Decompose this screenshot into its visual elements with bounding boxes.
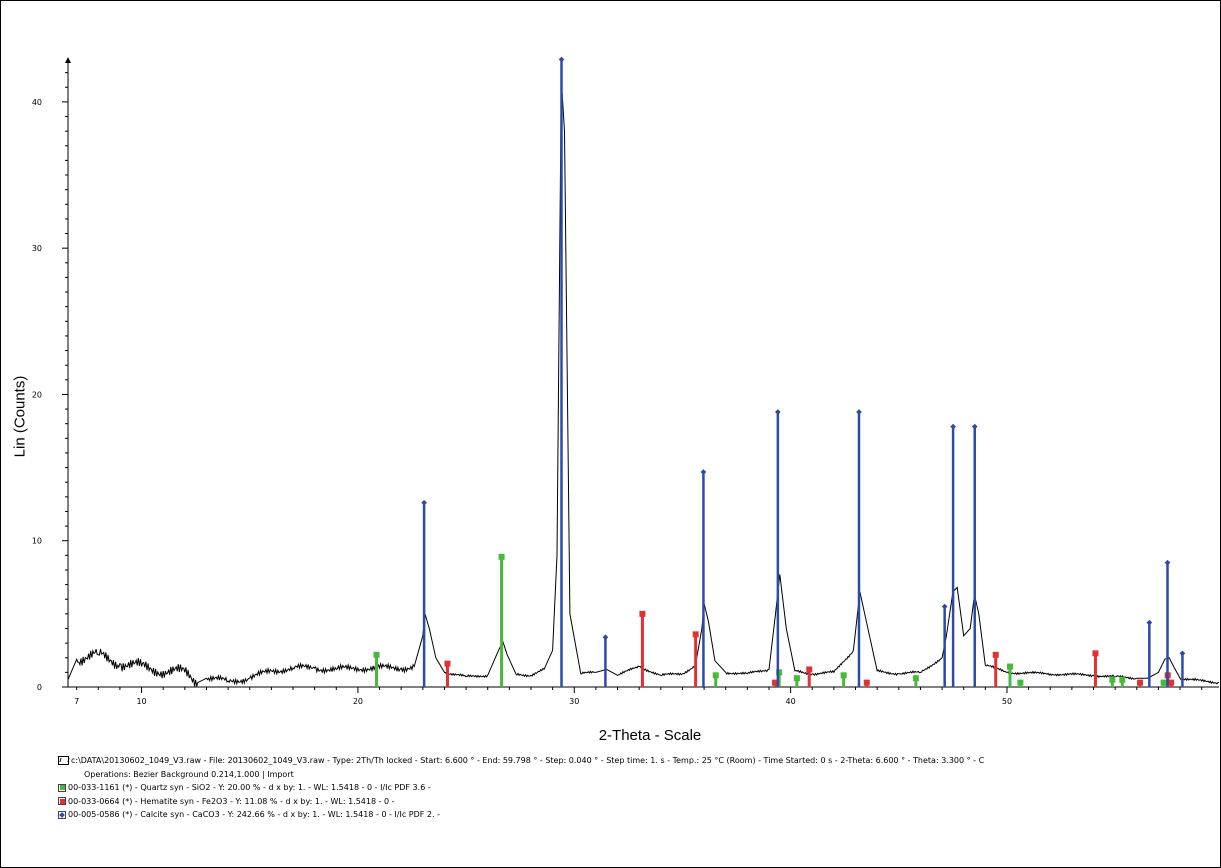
y-axis-arrow-icon: [65, 57, 71, 63]
quartz-marker: [1160, 679, 1167, 686]
quartz-marker: [1109, 676, 1116, 683]
calcite-marker: [602, 634, 609, 641]
calcite-swatch-icon: [58, 810, 66, 819]
y-tick-label: 20: [32, 390, 42, 399]
hematite-marker: [1168, 679, 1175, 686]
calcite-marker: [950, 423, 956, 430]
x-tick-label: 50: [1002, 697, 1012, 706]
quartz-marker: [1017, 679, 1024, 686]
hematite-marker: [1092, 650, 1099, 657]
y-axis-label-text: Lin (Counts): [11, 375, 29, 458]
x-tick-label: 10: [136, 697, 146, 706]
hematite-marker: [992, 651, 999, 658]
y-tick-label: 30: [32, 244, 42, 253]
calcite-marker: [558, 56, 565, 63]
legend-hematite-text: 00-033-0664 (*) - Hematite syn - Fe2O3 -…: [68, 796, 395, 806]
calcite-marker: [700, 469, 707, 475]
x-axis-label: 2-Theta - Scale: [598, 727, 702, 744]
calcite-marker: [1164, 559, 1171, 566]
legend-calcite-text: 00-005-0586 (*) - Calcite syn - CaCO3 - …: [68, 810, 440, 820]
calcite-marker: [941, 603, 948, 610]
x-tick-label: 7: [74, 697, 79, 706]
legend-raw-text: c:\DATA\20130602_1049_V3.raw - File: 201…: [71, 756, 985, 766]
x-tick-label: 30: [569, 697, 579, 706]
hematite-marker: [692, 631, 699, 638]
calcite-marker: [856, 409, 862, 415]
x-tick-label: 40: [786, 697, 796, 706]
calcite-marker: [1146, 619, 1153, 626]
legend-quartz-text: 00-033-1161 (*) - Quartz syn - SiO2 - Y:…: [68, 783, 431, 793]
quartz-marker: [1119, 676, 1126, 683]
quartz-marker: [498, 553, 505, 560]
hematite-marker: [444, 660, 451, 667]
measured-pattern-line: [67, 79, 1219, 687]
quartz-swatch-icon: [58, 783, 66, 792]
legend-row-raw: c:\DATA\20130602_1049_V3.raw - File: 201…: [58, 754, 1208, 768]
hematite-marker: [863, 679, 870, 686]
legend-row-operations: Operations: Bezier Background 0.214,1.00…: [58, 768, 1208, 782]
hematite-marker: [1137, 679, 1144, 686]
y-tick-label: 0: [37, 683, 42, 692]
quartz-marker: [1007, 663, 1014, 670]
calcite-marker: [775, 409, 781, 415]
quartz-marker: [776, 669, 783, 676]
raw-pattern-icon: [58, 756, 69, 766]
y-tick-label: 40: [32, 98, 42, 107]
legend: c:\DATA\20130602_1049_V3.raw - File: 201…: [58, 754, 1208, 822]
quartz-marker: [373, 651, 380, 658]
quartz-marker: [912, 675, 919, 682]
y-tick-label: 10: [32, 537, 42, 546]
legend-row-quartz: 00-033-1161 (*) - Quartz syn - SiO2 - Y:…: [58, 781, 1208, 795]
legend-row-hematite: 00-033-0664 (*) - Hematite syn - Fe2O3 -…: [58, 795, 1208, 809]
y-axis-label: Lin (Counts): [4, 370, 34, 470]
hematite-marker: [772, 679, 779, 686]
x-tick-label: 20: [353, 697, 363, 706]
hematite-marker: [806, 666, 813, 673]
calcite-marker: [1179, 650, 1186, 657]
quartz-marker: [793, 675, 800, 682]
legend-row-calcite: 00-005-0586 (*) - Calcite syn - CaCO3 - …: [58, 808, 1208, 822]
calcite-marker: [421, 499, 427, 506]
quartz-marker: [840, 672, 847, 679]
hematite-marker: [639, 610, 646, 617]
legend-operations-text: Operations: Bezier Background 0.214,1.00…: [84, 769, 294, 779]
calcite-marker: [971, 423, 978, 430]
quartz-marker: [712, 672, 719, 679]
hematite-swatch-icon: [58, 797, 66, 806]
